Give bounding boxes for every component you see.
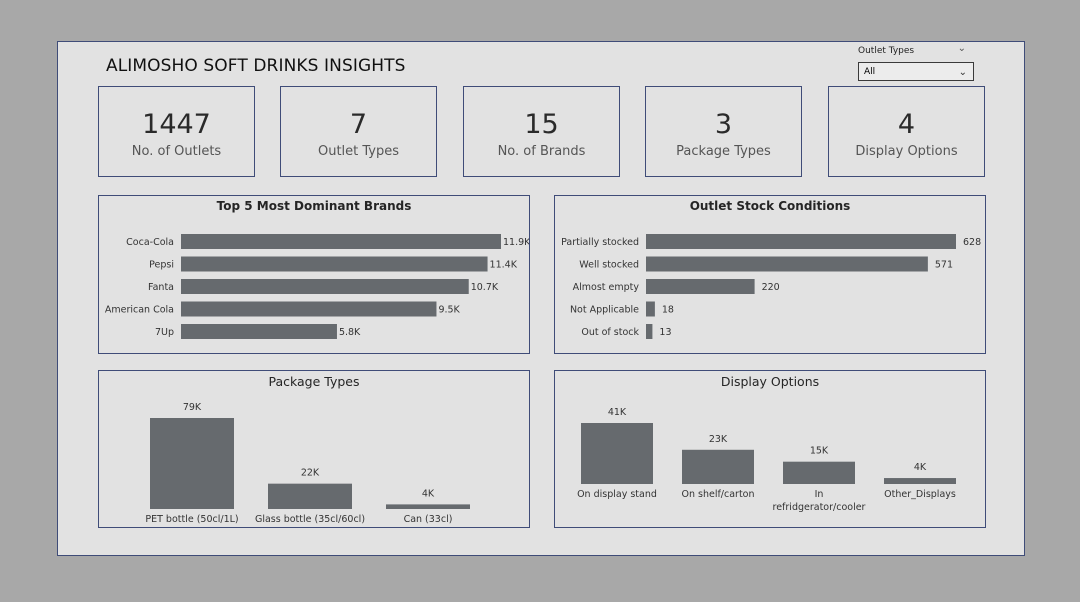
- bar-glass-bottle-35cl-60cl[interactable]: [268, 483, 352, 509]
- kpi-label: No. of Outlets: [131, 144, 222, 159]
- display-bar-chart: 41K On display stand 23K On shelf/carton 15K…: [577, 407, 956, 513]
- bar-almost-empty[interactable]: [646, 279, 755, 294]
- package-chart-panel: Package Types 79K PET bottle (50cl/1L) 22K…: [98, 370, 530, 528]
- data-label-can-33cl: 4K: [422, 488, 435, 499]
- category-label-on-display-stand: On display stand: [577, 489, 657, 500]
- category-label-partially-stocked: Partially stocked: [561, 237, 639, 248]
- bar-partially-stocked[interactable]: [646, 234, 956, 249]
- data-label-coca-cola: 11.9K: [503, 237, 529, 248]
- bar-pepsi[interactable]: [181, 256, 488, 272]
- data-label-well-stocked: 571: [935, 260, 953, 271]
- bar-pet-bottle-50cl-1l[interactable]: [150, 418, 234, 509]
- bar-can-33cl[interactable]: [386, 504, 470, 509]
- kpi-value: 1447: [142, 109, 211, 140]
- slicer-header: Outlet Types ⌄: [858, 43, 976, 62]
- chart-title: Package Types: [268, 374, 360, 389]
- kpi-label: Display Options: [855, 144, 958, 159]
- kpi-value: 15: [524, 109, 559, 140]
- data-label-pepsi: 11.4K: [490, 260, 518, 271]
- data-label-fanta: 10.7K: [471, 282, 499, 293]
- category-label-on-shelf-carton: On shelf/carton: [681, 489, 754, 500]
- category-label-fanta: Fanta: [148, 282, 174, 293]
- category-label-in-refridgerator-cooler: In refridgerator/cooler: [773, 489, 866, 513]
- category-label-out-of-stock: Out of stock: [581, 327, 639, 338]
- bar-american-cola[interactable]: [181, 301, 437, 317]
- data-label-pet-bottle-50cl-1l: 79K: [183, 402, 202, 413]
- bar-on-shelf-carton[interactable]: [682, 449, 754, 484]
- bar-well-stocked[interactable]: [646, 256, 928, 272]
- category-label-7up: 7Up: [155, 327, 174, 338]
- stock-bar-chart: Partially stocked 628 Well stocked 571 Almos…: [561, 234, 981, 339]
- category-label-glass-bottle-35cl-60cl: Glass bottle (35cl/60cl): [255, 514, 365, 525]
- chart-title: Top 5 Most Dominant Brands: [216, 199, 412, 213]
- bar-in-refridgerator-cooler[interactable]: [783, 461, 855, 484]
- data-label-on-display-stand: 41K: [608, 407, 627, 418]
- data-label-7up: 5.8K: [339, 327, 361, 338]
- data-label-american-cola: 9.5K: [438, 305, 460, 316]
- chevron-down-icon[interactable]: ⌄: [957, 43, 966, 54]
- data-label-partially-stocked: 628: [963, 237, 981, 248]
- category-label-almost-empty: Almost empty: [573, 282, 640, 293]
- bar-other-displays[interactable]: [884, 478, 956, 484]
- category-label-well-stocked: Well stocked: [579, 260, 639, 271]
- stock-chart-panel: Outlet Stock Conditions Partially stocke…: [554, 195, 986, 354]
- category-label-pet-bottle-50cl-1l: PET bottle (50cl/1L): [145, 514, 238, 525]
- bar-7up[interactable]: [181, 324, 337, 339]
- kpi-value: 3: [714, 109, 733, 140]
- category-label-other-displays: Other_Displays: [884, 489, 956, 500]
- kpi-card-outlet-types: 7 Outlet Types: [280, 86, 437, 177]
- data-label-glass-bottle-35cl-60cl: 22K: [301, 468, 320, 479]
- report-canvas: ALIMOSHO SOFT DRINKS INSIGHTS Outlet Typ…: [57, 41, 1025, 556]
- data-label-out-of-stock: 13: [659, 327, 671, 338]
- bar-coca-cola[interactable]: [181, 234, 501, 249]
- data-label-on-shelf-carton: 23K: [709, 434, 728, 445]
- data-label-other-displays: 4K: [914, 462, 927, 473]
- category-label-coca-cola: Coca-Cola: [126, 237, 174, 248]
- display-chart-panel: Display Options 41K On display stand 23K On…: [554, 370, 986, 528]
- category-label-can-33cl: Can (33cl): [404, 514, 453, 525]
- category-label-pepsi: Pepsi: [149, 260, 174, 271]
- kpi-card-display-options: 4 Display Options: [828, 86, 985, 177]
- data-label-almost-empty: 220: [762, 282, 780, 293]
- kpi-card-brands: 15 No. of Brands: [463, 86, 620, 177]
- chevron-down-icon[interactable]: ⌄: [958, 67, 967, 78]
- data-label-in-refridgerator-cooler: 15K: [810, 446, 829, 457]
- bar-out-of-stock[interactable]: [646, 324, 653, 339]
- chart-title: Display Options: [720, 374, 820, 389]
- kpi-card-package-types: 3 Package Types: [645, 86, 802, 177]
- category-label-american-cola: American Cola: [105, 305, 174, 316]
- kpi-label: Outlet Types: [317, 144, 400, 159]
- package-bar-chart: 79K PET bottle (50cl/1L) 22K Glass bottle (…: [145, 402, 470, 525]
- outlet-types-slicer[interactable]: Outlet Types ⌄ All ⌄: [858, 43, 976, 81]
- kpi-value: 4: [897, 109, 916, 140]
- slicer-selected-value: All: [864, 67, 876, 77]
- slicer-label: Outlet Types: [858, 46, 915, 56]
- bar-fanta[interactable]: [181, 279, 469, 294]
- slicer-dropdown[interactable]: All ⌄: [858, 62, 974, 81]
- kpi-value: 7: [349, 109, 368, 140]
- bar-on-display-stand[interactable]: [581, 423, 653, 484]
- chart-title: Outlet Stock Conditions: [689, 199, 851, 213]
- brands-chart-panel: Top 5 Most Dominant Brands Coca-Cola 11.9…: [98, 195, 530, 354]
- brands-bar-chart: Coca-Cola 11.9K Pepsi 11.4K Fanta 10.7K Americ…: [105, 234, 529, 339]
- kpi-card-outlets: 1447 No. of Outlets: [98, 86, 255, 177]
- kpi-label: No. of Brands: [497, 144, 586, 159]
- category-label-not-applicable: Not Applicable: [570, 305, 639, 316]
- report-title: ALIMOSHO SOFT DRINKS INSIGHTS: [106, 56, 406, 76]
- kpi-label: Package Types: [676, 144, 771, 159]
- data-label-not-applicable: 18: [662, 305, 674, 316]
- bar-not-applicable[interactable]: [646, 301, 655, 317]
